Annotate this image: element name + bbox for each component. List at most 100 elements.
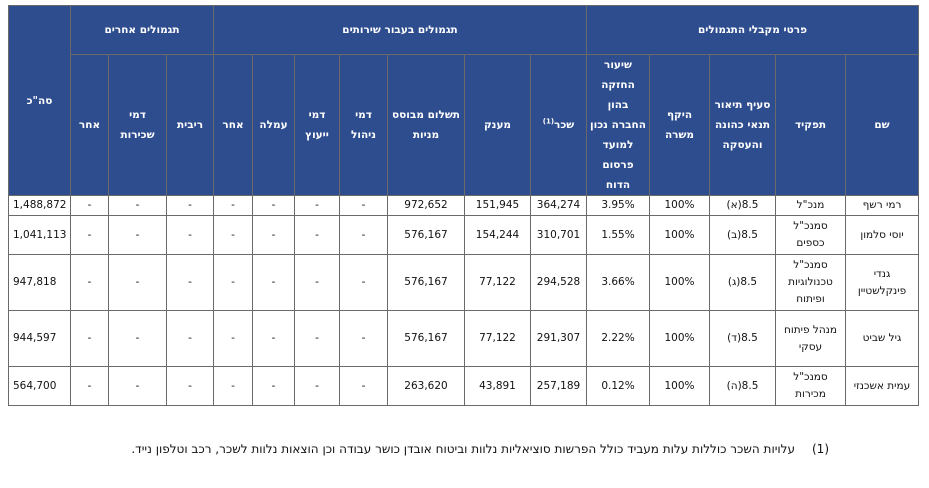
cell-consulting-fees: - <box>294 254 340 311</box>
cell-bonus: 77,122 <box>464 254 531 311</box>
column-header-salary: שכר(1) <box>530 54 587 196</box>
cell-commission: - <box>252 366 295 406</box>
column-header-consulting-fees: דמי ייעוץ <box>294 54 340 196</box>
cell-interest: - <box>166 366 214 406</box>
column-header-scope: היקף משרה <box>649 54 710 196</box>
cell-other-services: - <box>213 254 253 311</box>
cell-scope: 100% <box>649 215 710 255</box>
footnote-number: (1) <box>811 442 829 456</box>
group-header-other: תגמולים אחרים <box>70 5 214 55</box>
cell-role: סמנכ"ל טכנולוגיות ופיתוח <box>775 254 846 311</box>
footnote-text: עלויות השכר כוללות עלות מעביד כולל הפרשו… <box>131 442 795 456</box>
cell-commission: - <box>252 195 295 216</box>
column-header-shares: תשלום מבוסס מניות <box>387 54 465 196</box>
cell-scope: 100% <box>649 254 710 311</box>
cell-other: - <box>70 195 109 216</box>
cell-holding: 3.95% <box>586 195 650 216</box>
cell-shares: 263,620 <box>387 366 465 406</box>
cell-other: - <box>70 215 109 255</box>
cell-name: עמית אשכנזי <box>845 366 919 406</box>
group-header-services: תגמולים בעבור שירותים <box>213 5 587 55</box>
cell-section: 8.5(ד) <box>709 310 776 367</box>
cell-salary: 310,701 <box>530 215 587 255</box>
cell-rent: - <box>108 254 167 311</box>
cell-shares: 576,167 <box>387 310 465 367</box>
salary-label: שכר <box>554 119 575 131</box>
cell-role: סמנכ"ל כספים <box>775 215 846 255</box>
cell-section: 8.5(ג) <box>709 254 776 311</box>
cell-commission: - <box>252 310 295 367</box>
cell-interest: - <box>166 215 214 255</box>
cell-scope: 100% <box>649 195 710 216</box>
cell-role: מנהל פיתוח עסקי <box>775 310 846 367</box>
cell-interest: - <box>166 195 214 216</box>
cell-total: 1,041,113 <box>8 215 71 255</box>
cell-salary: 364,274 <box>530 195 587 216</box>
column-header-row: שם תפקיד סעיף תיאור תנאי כהונה והעסקה הי… <box>9 54 919 196</box>
cell-mgmt-fees: - <box>339 254 388 311</box>
cell-mgmt-fees: - <box>339 195 388 216</box>
cell-bonus: 151,945 <box>464 195 531 216</box>
column-header-mgmt-fees: דמי ניהול <box>339 54 388 196</box>
cell-total: 564,700 <box>8 366 71 406</box>
cell-other: - <box>70 366 109 406</box>
cell-mgmt-fees: - <box>339 310 388 367</box>
cell-consulting-fees: - <box>294 366 340 406</box>
cell-holding: 2.22% <box>586 310 650 367</box>
salary-footnote-ref: (1) <box>542 117 555 126</box>
cell-other-services: - <box>213 366 253 406</box>
cell-name: גיל שביט <box>845 310 919 367</box>
cell-holding: 0.12% <box>586 366 650 406</box>
cell-bonus: 154,244 <box>464 215 531 255</box>
column-header-name: שם <box>845 54 919 196</box>
cell-name: רמי רשף <box>845 195 919 216</box>
column-header-other-services: אחר <box>213 54 253 196</box>
cell-shares: 576,167 <box>387 254 465 311</box>
cell-consulting-fees: - <box>294 310 340 367</box>
column-header-section: סעיף תיאור תנאי כהונה והעסקה <box>709 54 776 196</box>
cell-shares: 576,167 <box>387 215 465 255</box>
cell-rent: - <box>108 310 167 367</box>
cell-scope: 100% <box>649 310 710 367</box>
table-row: עמית אשכנזי סמנכ"ל מכירות 8.5(ה) 100% 0.… <box>8 366 919 406</box>
cell-total: 1,488,872 <box>8 195 71 216</box>
cell-other: - <box>70 310 109 367</box>
column-header-bonus: מענק <box>464 54 531 196</box>
cell-interest: - <box>166 254 214 311</box>
cell-rent: - <box>108 195 167 216</box>
cell-role: מנכ"ל <box>775 195 846 216</box>
cell-bonus: 43,891 <box>464 366 531 406</box>
cell-interest: - <box>166 310 214 367</box>
cell-section: 8.5(א) <box>709 195 776 216</box>
column-header-holding: שיעור החזקה בהון החברה נכון למועד פרסום … <box>586 54 650 196</box>
compensation-table-wrapper: פרטי מקבלי התגמולים תגמולים בעבור שירותי… <box>8 5 919 406</box>
column-header-interest: ריבית <box>166 54 214 196</box>
footnote: (1) עלויות השכר כוללות עלות מעביד כולל ה… <box>35 436 829 462</box>
group-header-row: פרטי מקבלי התגמולים תגמולים בעבור שירותי… <box>8 5 919 196</box>
cell-consulting-fees: - <box>294 215 340 255</box>
column-header-other: אחר <box>70 54 109 196</box>
table-body: רמי רשף מנכ"ל 8.5(א) 100% 3.95% 364,274 … <box>8 195 919 406</box>
cell-name: גנדי פינקלשטיין <box>845 254 919 311</box>
cell-other-services: - <box>213 195 253 216</box>
cell-mgmt-fees: - <box>339 366 388 406</box>
table-row: גיל שביט מנהל פיתוח עסקי 8.5(ד) 100% 2.2… <box>8 310 919 367</box>
table-row: יוסי סלמון סמנכ"ל כספים 8.5(ב) 100% 1.55… <box>8 215 919 255</box>
cell-shares: 972,652 <box>387 195 465 216</box>
column-header-role: תפקיד <box>775 54 846 196</box>
cell-commission: - <box>252 215 295 255</box>
cell-other-services: - <box>213 310 253 367</box>
cell-section: 8.5(ה) <box>709 366 776 406</box>
cell-total: 947,818 <box>8 254 71 311</box>
compensation-table: פרטי מקבלי התגמולים תגמולים בעבור שירותי… <box>8 5 919 406</box>
table-row: רמי רשף מנכ"ל 8.5(א) 100% 3.95% 364,274 … <box>8 195 919 216</box>
column-header-total: סה"כ <box>8 5 71 196</box>
cell-rent: - <box>108 366 167 406</box>
cell-holding: 3.66% <box>586 254 650 311</box>
cell-name: יוסי סלמון <box>845 215 919 255</box>
group-header-recipients: פרטי מקבלי התגמולים <box>586 5 919 55</box>
cell-mgmt-fees: - <box>339 215 388 255</box>
cell-scope: 100% <box>649 366 710 406</box>
cell-other: - <box>70 254 109 311</box>
table-row: גנדי פינקלשטיין סמנכ"ל טכנולוגיות ופיתוח… <box>8 254 919 311</box>
